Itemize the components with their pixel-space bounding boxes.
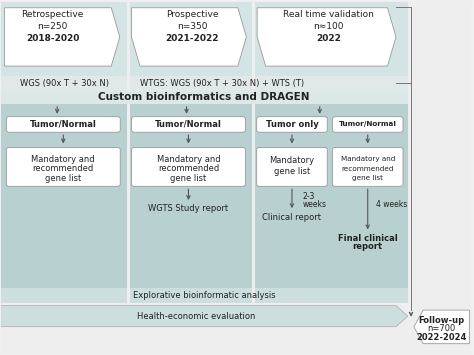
Text: report: report	[353, 242, 383, 251]
Text: 4 weeks: 4 weeks	[376, 200, 408, 208]
Text: WGS (90x T + 30x N): WGS (90x T + 30x N)	[20, 79, 109, 88]
Text: Tumor/Normal: Tumor/Normal	[155, 120, 222, 129]
Text: Mandatory and: Mandatory and	[340, 156, 395, 162]
Bar	[254, 2, 405, 77]
Bar	[128, 2, 130, 77]
Bar	[0, 91, 408, 104]
Polygon shape	[0, 306, 408, 327]
Text: recommended: recommended	[33, 164, 94, 173]
Bar	[253, 2, 255, 77]
Text: Mandatory: Mandatory	[269, 156, 315, 165]
Text: 2-3: 2-3	[303, 192, 315, 201]
FancyBboxPatch shape	[131, 117, 246, 132]
Text: gene list: gene list	[45, 174, 82, 183]
Text: Health-economic evaluation: Health-economic evaluation	[137, 312, 255, 321]
Bar	[0, 76, 408, 91]
Text: gene list: gene list	[274, 166, 310, 176]
Text: Custom bioinformatics and DRAGEN: Custom bioinformatics and DRAGEN	[98, 92, 310, 102]
Bar	[0, 104, 408, 303]
Bar	[128, 76, 130, 91]
Text: Final clinical: Final clinical	[338, 234, 398, 243]
Text: gene list: gene list	[352, 175, 383, 181]
Text: Prospective: Prospective	[166, 10, 219, 19]
Bar	[253, 76, 255, 91]
Bar	[405, 2, 408, 77]
Text: recommended: recommended	[341, 166, 394, 172]
Text: n=700: n=700	[428, 324, 456, 333]
Text: Tumor/Normal: Tumor/Normal	[30, 120, 97, 129]
FancyBboxPatch shape	[332, 147, 403, 186]
Bar	[128, 2, 254, 77]
Text: n≈100: n≈100	[313, 22, 344, 31]
Text: Tumor/Normal: Tumor/Normal	[339, 121, 397, 127]
Polygon shape	[131, 8, 246, 66]
Text: Explorative bioinformatic analysis: Explorative bioinformatic analysis	[133, 291, 275, 300]
Text: Real time validation: Real time validation	[283, 10, 374, 19]
FancyBboxPatch shape	[131, 147, 246, 186]
Text: recommended: recommended	[158, 164, 219, 173]
Polygon shape	[414, 310, 469, 344]
FancyBboxPatch shape	[257, 147, 327, 186]
Bar	[253, 288, 255, 303]
Text: Follow-up: Follow-up	[419, 316, 465, 325]
Text: Mandatory and: Mandatory and	[156, 155, 220, 164]
Text: 2022-2024: 2022-2024	[417, 333, 467, 342]
Text: n=250: n=250	[37, 22, 68, 31]
Text: 2022: 2022	[316, 34, 341, 43]
FancyBboxPatch shape	[332, 117, 403, 132]
Bar	[128, 288, 130, 303]
Polygon shape	[4, 8, 120, 66]
Text: Clinical report: Clinical report	[263, 213, 321, 222]
Text: 2021-2022: 2021-2022	[165, 34, 219, 43]
Text: n=350: n=350	[177, 22, 208, 31]
Bar	[128, 306, 130, 327]
FancyBboxPatch shape	[6, 147, 120, 186]
Bar	[0, 2, 128, 77]
Polygon shape	[257, 8, 396, 66]
Bar	[128, 104, 130, 303]
Text: WGTS Study report: WGTS Study report	[148, 204, 228, 213]
Text: WTGS: WGS (90x T + 30x N) + WTS (T): WTGS: WGS (90x T + 30x N) + WTS (T)	[140, 79, 304, 88]
FancyBboxPatch shape	[257, 117, 327, 132]
Bar	[253, 104, 255, 303]
Text: 2018-2020: 2018-2020	[26, 34, 79, 43]
Text: Mandatory and: Mandatory and	[31, 155, 95, 164]
Text: gene list: gene list	[170, 174, 207, 183]
Text: Retrospective: Retrospective	[21, 10, 83, 19]
Text: weeks: weeks	[303, 200, 327, 208]
Bar	[0, 288, 408, 303]
FancyBboxPatch shape	[6, 117, 120, 132]
Text: Tumor only: Tumor only	[265, 120, 319, 129]
Bar	[253, 306, 255, 327]
